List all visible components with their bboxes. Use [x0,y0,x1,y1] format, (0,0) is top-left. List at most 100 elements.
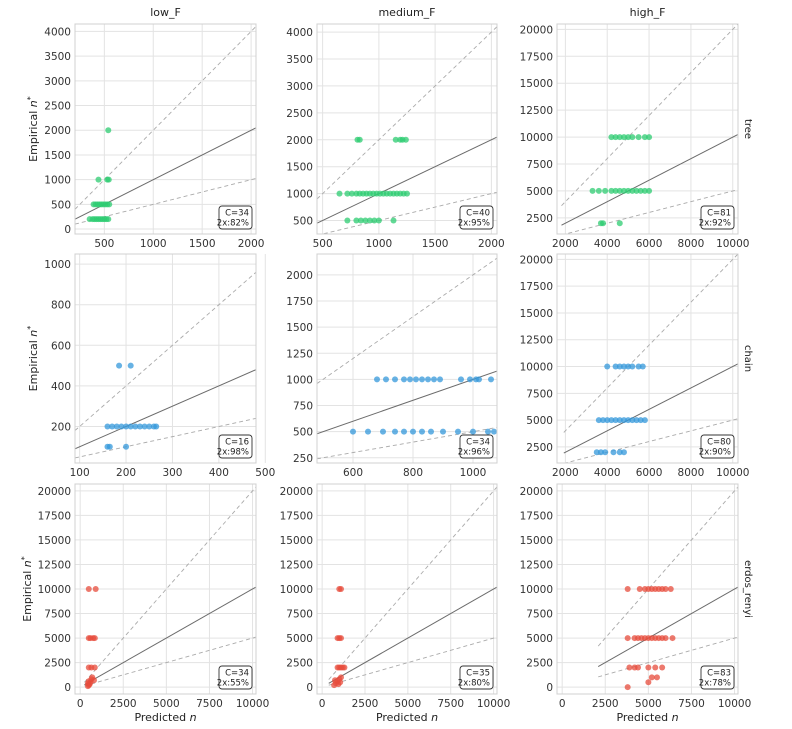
stats-pct-label: 2x:82% [217,219,249,229]
row-label: erdos_renyi [742,560,753,618]
panel-2-1: 100 200 300 400 500 200 400 600 800 1000 C=162x:98… [26,253,275,479]
y-tick-label: 2500 [526,213,553,225]
stats-c-label: C=34 [225,669,249,679]
y-tick-label: 10000 [280,584,313,596]
data-point [629,187,636,194]
plot-frame [556,483,739,695]
panel-1-2: 500 1000 1500 2000 500 1000 1500 2000 2500 3000 35… [286,6,504,250]
lower-half-line [320,191,497,234]
data-point [616,134,623,141]
data-point [332,677,338,684]
identity-line [75,369,256,450]
data-point [105,216,112,223]
panel-3-2: 0 2500 5000 7500 10000 0 2500 5000 7500 10000 1250… [280,483,510,724]
y-tick-label: 17500 [520,51,553,63]
y-tick-label: 3000 [286,81,313,93]
data-point [85,586,92,592]
x-tick-label: 100 [70,467,90,479]
data-point [595,417,602,424]
data-point [659,664,666,671]
y-tick-label: 10000 [520,132,553,144]
data-point [629,417,636,424]
data-point [639,363,646,370]
data-point [633,187,640,194]
y-tick-label: 12500 [520,559,553,571]
x-tick-label: 10000 [718,698,751,710]
data-point [491,428,497,435]
x-tick-label: 10000 [716,238,749,250]
data-point [123,423,130,430]
data-point [344,190,351,197]
data-point [146,423,153,430]
data-point [383,376,389,383]
scatter-points [336,136,410,224]
x-tick-label: 4000 [594,467,621,479]
data-point [106,201,113,208]
stats-box [700,434,735,459]
y-tick-label: 5000 [526,633,553,645]
scatter-points [331,586,348,689]
identity-line [561,133,738,226]
x-tick-label: 5000 [394,698,421,710]
y-tick-label: 2000 [286,270,313,282]
data-point [652,664,659,671]
x-tick-label: 400 [209,467,229,479]
y-tick-label: 5000 [286,633,313,645]
data-point [141,423,148,430]
y-tick-label: 15000 [520,308,553,320]
data-point [428,428,434,435]
x-tick-label: 1000 [366,238,393,250]
x-axis-label: Predicted n [376,711,438,724]
y-axis-label: Empirical n* [26,326,41,392]
data-point [470,428,476,435]
y-tick-label: 7500 [44,609,71,621]
data-point [455,428,461,435]
identity-line [317,136,497,224]
y-tick-label: 17500 [38,510,71,522]
x-axis-label: Predicted n [616,711,678,724]
data-point [153,423,160,430]
data-point [629,134,636,141]
y-tick-label: 20000 [38,486,71,498]
data-point [593,449,600,456]
reference-lines [75,271,256,459]
x-tick-label: 10000 [477,698,510,710]
reference-lines [317,257,497,460]
stats-box [459,434,494,459]
y-tick-label: 20000 [520,24,553,36]
stats-c-label: C=81 [707,209,731,219]
data-point [620,134,627,141]
stats-c-label: C=34 [225,209,249,219]
data-point [646,187,653,194]
data-point [113,423,120,430]
data-point [371,217,378,224]
column-title: medium_F [378,6,435,19]
lower-half-line [598,636,738,678]
plot-frame [74,23,257,235]
data-point [374,376,380,383]
data-point [344,217,351,224]
y-tick-label: 5000 [526,186,553,198]
data-point [338,586,344,592]
data-point [350,428,356,435]
plot-area [75,24,256,234]
data-point [624,684,631,691]
data-point [357,217,364,224]
y-tick-label: 2500 [44,658,71,670]
stats-box [218,205,253,230]
data-point [625,187,632,194]
data-point [636,586,643,592]
x-tick-label: 4000 [594,238,621,250]
stats-box [218,434,253,459]
stats-pct-label: 2x:55% [217,679,249,689]
x-tick-label: 300 [162,467,182,479]
data-point [341,664,348,671]
data-point [653,674,660,681]
stats-pct-label: 2x:92% [699,219,731,229]
data-point [646,134,653,141]
x-tick-label: 800 [403,467,423,479]
y-tick-label: 500 [293,216,313,228]
data-point [624,586,631,592]
y-tick-label: 17500 [520,510,553,522]
stats-c-label: C=16 [225,438,249,448]
